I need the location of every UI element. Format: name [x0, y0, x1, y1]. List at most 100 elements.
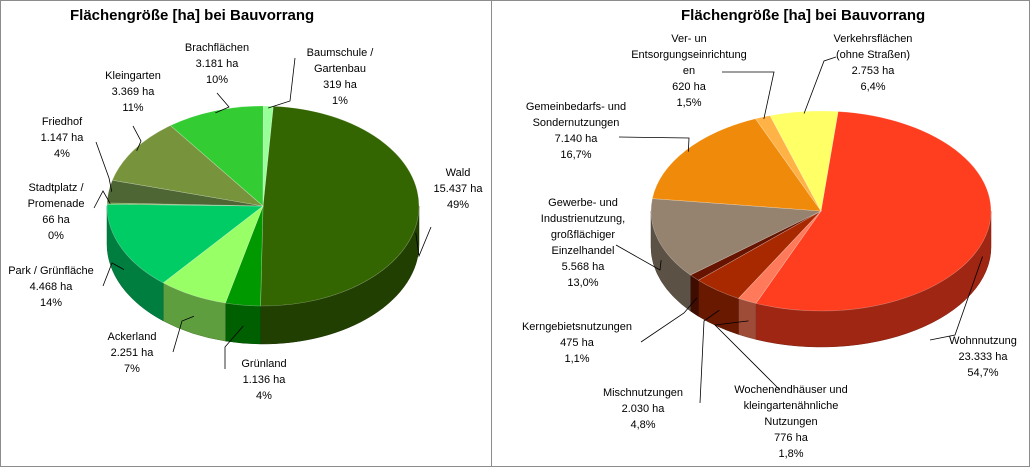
- left-brachflaechen-slice: [169, 105, 264, 207]
- left-wald-label-value: 15.437 ha: [434, 183, 484, 195]
- left-brachflaechen-label-value: 3.181 ha: [196, 58, 240, 70]
- chart-right-panel: Flächengröße [ha] bei Bauvorrang Wohnnut…: [493, 1, 1029, 466]
- left-park-gruenflaeche-label-name: Park / Grünfläche: [8, 265, 94, 277]
- left-baumschule-gartenbau-label-name: Baumschule /: [307, 47, 375, 59]
- right-ver-und-entsorgungseinrichtungen-label-name: Ver- un: [671, 33, 706, 45]
- right-gemeinbedarfs-und-sondernutzungen-slice: [651, 118, 822, 212]
- left-stadtplatz-promenade-label-percent: 0%: [48, 230, 64, 242]
- right-kerngebietsnutzungen-slice: [689, 210, 822, 281]
- right-kerngebietsnutzungen-label-name: Kerngebietsnutzungen: [522, 321, 632, 333]
- right-kerngebietsnutzungen-leader-line: [640, 297, 698, 343]
- right-ver-und-entsorgungseinrichtungen-slice: [754, 115, 822, 212]
- left-friedhof-leader-line: [95, 141, 113, 192]
- right-ver-und-entsorgungseinrichtungen-label-name: Entsorgungseinrichtung: [631, 49, 747, 61]
- right-wohnnutzung-label-value: 23.333 ha: [959, 351, 1009, 363]
- right-kerngebietsnutzungen-label-value: 475 ha: [560, 337, 595, 349]
- left-friedhof-label-value: 1.147 ha: [41, 132, 85, 144]
- right-wohnnutzung-slice: [755, 111, 992, 312]
- right-gemeinbedarfs-und-sondernutzungen-leader-line: [618, 136, 690, 152]
- left-baumschule-gartenbau-label-name: Gartenbau: [314, 63, 366, 75]
- right-gewerbe-und-industrienutzung-grossflaechiger-einzelhandel-label-name: Einzelhandel: [552, 245, 615, 257]
- right-gewerbe-und-industrienutzung-grossflaechiger-einzelhandel-label-name: großflächiger: [551, 229, 616, 241]
- left-kleingarten-label-value: 3.369 ha: [112, 86, 156, 98]
- left-stadtplatz-promenade-slice: [106, 202, 264, 207]
- left-wald-label-percent: 49%: [447, 199, 469, 211]
- right-gemeinbedarfs-und-sondernutzungen-label-name: Sondernutzungen: [533, 117, 620, 129]
- right-wochenendhaeuser-und-kleingartenaehnliche-nutzungen-label-percent: 1,8%: [778, 448, 803, 460]
- left-kleingarten-label-name: Kleingarten: [105, 70, 161, 82]
- right-mischnutzungen-label-percent: 4,8%: [630, 419, 655, 431]
- right-gemeinbedarfs-und-sondernutzungen-label-name: Gemeinbedarfs- und: [526, 101, 626, 113]
- left-brachflaechen-label-name: Brachflächen: [185, 42, 249, 54]
- panel-divider: [491, 1, 492, 466]
- right-verkehrsflaechen-ohne-strassen-label-name: (ohne Straßen): [836, 49, 910, 61]
- right-verkehrsflaechen-ohne-strassen-slice: [769, 110, 839, 212]
- left-kleingarten-leader-line: [132, 125, 142, 151]
- left-park-gruenflaeche-label-percent: 14%: [40, 297, 62, 309]
- right-mischnutzungen-label-name: Mischnutzungen: [603, 387, 683, 399]
- right-gewerbe-und-industrienutzung-grossflaechiger-einzelhandel-slice: [650, 198, 823, 276]
- left-wald-leader-line: [415, 226, 432, 258]
- left-brachflaechen-label-percent: 10%: [206, 74, 228, 86]
- right-gewerbe-und-industrienutzung-grossflaechiger-einzelhandel-label-value: 5.568 ha: [562, 261, 606, 273]
- right-gewerbe-und-industrienutzung-grossflaechiger-einzelhandel-label-percent: 13,0%: [567, 277, 598, 289]
- chart-right-pie: Wohnnutzung 23.333 ha 54,7% Wochenendhäuser…: [522, 33, 1017, 460]
- left-park-gruenflaeche-slice: [106, 203, 264, 284]
- right-ver-und-entsorgungseinrichtungen-leader-line: [722, 71, 775, 120]
- left-baumschule-gartenbau-label-percent: 1%: [332, 95, 348, 107]
- right-mischnutzungen-label-value: 2.030 ha: [622, 403, 666, 415]
- left-gruenland-side: [225, 302, 261, 345]
- right-verkehrsflaechen-ohne-strassen-label-name: Verkehrsflächen: [834, 33, 913, 45]
- left-stadtplatz-promenade-label-name: Promenade: [28, 198, 85, 210]
- right-mischnutzungen-leader-line: [699, 309, 720, 404]
- right-wochenendhaeuser-und-kleingartenaehnliche-nutzungen-leader-line: [714, 320, 780, 390]
- right-kerngebietsnutzungen-label-percent: 1,1%: [564, 353, 589, 365]
- left-ackerland-leader-line: [172, 315, 195, 353]
- right-verkehrsflaechen-ohne-strassen-label-value: 2.753 ha: [852, 65, 896, 77]
- right-gemeinbedarfs-und-sondernutzungen-label-value: 7.140 ha: [555, 133, 599, 145]
- right-wochenendhaeuser-und-kleingartenaehnliche-nutzungen-label-name: kleingartenähnliche: [744, 400, 839, 412]
- left-park-gruenflaeche-label-value: 4.468 ha: [30, 281, 74, 293]
- right-kerngebietsnutzungen-side: [690, 274, 699, 317]
- right-gewerbe-und-industrienutzung-grossflaechiger-einzelhandel-leader-line: [615, 244, 662, 271]
- left-kleingarten-label-percent: 11%: [122, 102, 143, 114]
- right-wochenendhaeuser-und-kleingartenaehnliche-nutzungen-label-value: 776 ha: [774, 432, 809, 444]
- right-wohnnutzung-label-percent: 54,7%: [967, 367, 998, 379]
- right-wochenendhaeuser-und-kleingartenaehnliche-nutzungen-side: [738, 298, 757, 340]
- left-baumschule-gartenbau-label-value: 319 ha: [323, 79, 358, 91]
- right-wohnnutzung-label-name: Wohnnutzung: [949, 335, 1017, 347]
- right-verkehrsflaechen-ohne-strassen-leader-line: [803, 56, 837, 114]
- left-stadtplatz-promenade-label-value: 66 ha: [42, 214, 70, 226]
- left-wald-label-name: Wald: [446, 167, 471, 179]
- chart-left-panel: Flächengröße [ha] bei Bauvorrang Wald 15.…: [1, 1, 491, 466]
- right-wochenendhaeuser-und-kleingartenaehnliche-nutzungen-label-name: Wochenendhäuser und: [734, 384, 848, 396]
- right-ver-und-entsorgungseinrichtungen-label-value: 620 ha: [672, 81, 707, 93]
- chart-left-pie: Wald 15.437 ha 49% Grünland 1.136 ha 4% Ackerl…: [8, 42, 484, 402]
- left-wald-slice: [260, 105, 420, 307]
- right-gewerbe-und-industrienutzung-grossflaechiger-einzelhandel-label-name: Industrienutzung,: [541, 213, 625, 225]
- left-friedhof-label-name: Friedhof: [42, 116, 83, 128]
- right-gewerbe-und-industrienutzung-grossflaechiger-einzelhandel-label-name: Gewerbe- und: [548, 197, 618, 209]
- chart-left-title: Flächengröße [ha] bei Bauvorrang: [70, 7, 315, 24]
- right-ver-und-entsorgungseinrichtungen-label-percent: 1,5%: [676, 97, 701, 109]
- left-gruenland-label-value: 1.136 ha: [243, 374, 287, 386]
- left-ackerland-slice: [162, 205, 264, 304]
- left-stadtplatz-promenade-label-name: Stadtplatz /: [28, 182, 84, 194]
- left-gruenland-label-name: Grünland: [241, 358, 286, 370]
- left-kleingarten-slice: [111, 125, 265, 207]
- right-wohnnutzung-leader-line: [929, 256, 983, 341]
- left-friedhof-slice: [106, 179, 264, 207]
- left-gruenland-label-percent: 4%: [256, 390, 272, 402]
- left-ackerland-label-value: 2.251 ha: [111, 347, 155, 359]
- right-ver-und-entsorgungseinrichtungen-label-name: en: [683, 65, 695, 77]
- left-gruenland-slice: [225, 205, 264, 307]
- left-stadtplatz-promenade-leader-line: [93, 190, 111, 209]
- right-verkehrsflaechen-ohne-strassen-label-percent: 6,4%: [860, 81, 885, 93]
- left-brachflaechen-leader-line: [215, 92, 230, 114]
- right-mischnutzungen-slice: [697, 210, 822, 299]
- chart-right-title: Flächengröße [ha] bei Bauvorrang: [681, 7, 926, 24]
- right-gemeinbedarfs-und-sondernutzungen-label-percent: 16,7%: [560, 149, 591, 161]
- right-wochenendhaeuser-und-kleingartenaehnliche-nutzungen-slice: [737, 210, 822, 304]
- left-park-gruenflaeche-leader-line: [102, 262, 125, 287]
